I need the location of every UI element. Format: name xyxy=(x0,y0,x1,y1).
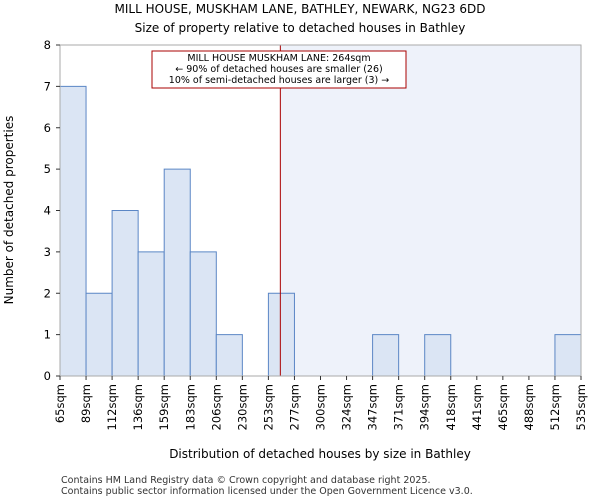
highlight-region xyxy=(280,45,581,376)
x-axis-ticks: 65sqm 89sqm 112sqm 136sqm 159sqm 183sqm 206sqm… xyxy=(53,376,588,430)
annotation-line-1: MILL HOUSE MUSKHAM LANE: 264sqm xyxy=(187,53,370,64)
x-tick-label-89sqm: 89sqm xyxy=(79,384,93,423)
y-tick-label-8: 8 xyxy=(44,38,51,52)
x-tick-label-488sqm: 488sqm xyxy=(522,384,536,430)
x-tick-label-512sqm: 512sqm xyxy=(548,384,562,430)
bar-89sqm xyxy=(85,292,113,377)
x-tick-label-253sqm: 253sqm xyxy=(261,384,275,430)
x-tick-label-441sqm: 441sqm xyxy=(470,384,484,430)
x-tick-label-324sqm: 324sqm xyxy=(340,384,354,430)
annotation-line-2: ← 90% of detached houses are smaller (26… xyxy=(175,64,382,75)
y-tick-label-7: 7 xyxy=(44,79,51,93)
x-axis-label: Distribution of detached houses by size … xyxy=(169,447,471,461)
x-tick-label-183sqm: 183sqm xyxy=(183,384,197,430)
footer-line-1: Contains HM Land Registry data © Crown c… xyxy=(61,475,431,486)
x-tick-label-136sqm: 136sqm xyxy=(131,384,145,430)
bar-183sqm xyxy=(189,251,217,377)
x-tick-label-371sqm: 371sqm xyxy=(392,384,406,430)
bar-112sqm xyxy=(111,210,139,377)
x-tick-label-535sqm: 535sqm xyxy=(574,384,588,430)
x-tick-label-418sqm: 418sqm xyxy=(444,384,458,430)
y-tick-label-4: 4 xyxy=(44,204,51,218)
bar-512sqm xyxy=(554,334,582,377)
x-tick-label-347sqm: 347sqm xyxy=(366,384,380,430)
annotation: MILL HOUSE MUSKHAM LANE: 264sqm ← 90% of… xyxy=(151,50,407,89)
x-tick-label-394sqm: 394sqm xyxy=(418,384,432,430)
bars-group xyxy=(59,85,582,377)
x-tick-label-112sqm: 112sqm xyxy=(105,384,119,430)
bar-347sqm xyxy=(372,334,400,377)
x-tick-label-230sqm: 230sqm xyxy=(235,384,249,430)
bar-136sqm xyxy=(137,251,165,377)
x-tick-label-465sqm: 465sqm xyxy=(496,384,510,430)
x-tick-label-206sqm: 206sqm xyxy=(209,384,223,430)
bar-206sqm xyxy=(215,334,243,377)
footer-line-2: Contains public sector information licen… xyxy=(61,486,473,497)
x-tick-label-159sqm: 159sqm xyxy=(157,384,171,430)
x-tick-label-65sqm: 65sqm xyxy=(53,384,67,423)
x-tick-label-300sqm: 300sqm xyxy=(314,384,328,430)
y-axis-label: Number of detached properties xyxy=(2,116,16,305)
y-axis-ticks: 0 1 2 3 4 5 6 7 8 xyxy=(44,38,60,383)
chart-title: MILL HOUSE, MUSKHAM LANE, BATHLEY, NEWAR… xyxy=(115,2,486,16)
y-tick-label-3: 3 xyxy=(44,245,51,259)
y-tick-label-6: 6 xyxy=(44,121,51,135)
annotation-line-3: 10% of semi-detached houses are larger (… xyxy=(169,75,389,86)
y-tick-label-0: 0 xyxy=(44,369,51,383)
annotation-box xyxy=(151,50,407,89)
y-tick-label-2: 2 xyxy=(44,286,51,300)
bar-159sqm xyxy=(163,168,191,377)
chart-subtitle: Size of property relative to detached ho… xyxy=(135,21,466,35)
bar-394sqm xyxy=(424,334,452,377)
bar-65sqm xyxy=(59,85,87,377)
bar-253sqm xyxy=(267,292,295,377)
y-tick-label-5: 5 xyxy=(44,162,51,176)
y-tick-label-1: 1 xyxy=(44,328,51,342)
x-tick-label-277sqm: 277sqm xyxy=(287,384,301,430)
